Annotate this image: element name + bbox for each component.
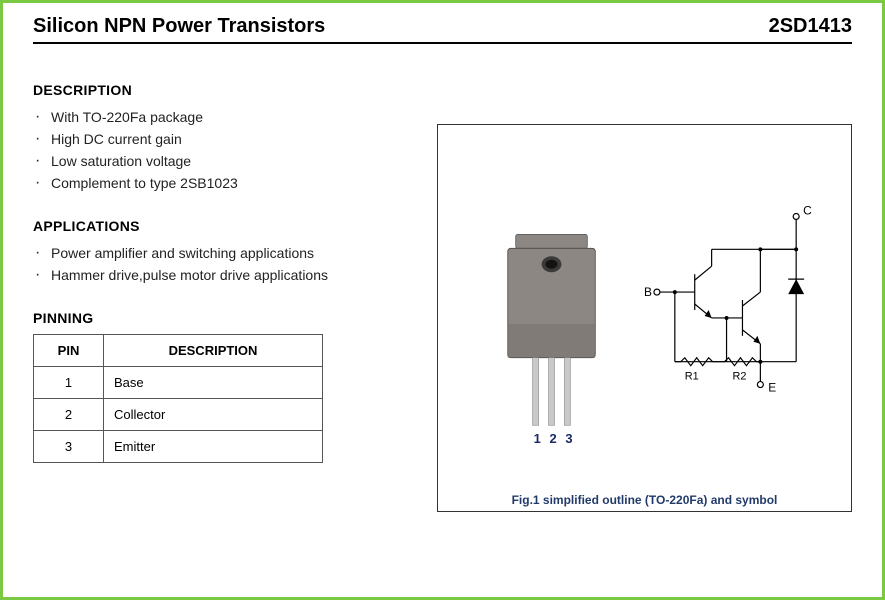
pin-label-3: 3 xyxy=(565,431,572,446)
header-row: Silicon NPN Power Transistors 2SD1413 xyxy=(33,15,852,38)
applications-item: Power amplifier and switching applicatio… xyxy=(33,242,433,264)
figure-svg: 1 2 3 C B xyxy=(438,125,851,489)
description-item: With TO-220Fa package xyxy=(33,106,433,128)
table-header-row: PIN DESCRIPTION xyxy=(34,335,323,367)
package-outline-icon: 1 2 3 xyxy=(508,234,596,446)
pin-label-2: 2 xyxy=(550,431,557,446)
page-title-left: Silicon NPN Power Transistors xyxy=(33,15,325,38)
description-heading: DESCRIPTION xyxy=(33,82,433,98)
terminal-e-label: E xyxy=(768,381,776,395)
applications-item: Hammer drive,pulse motor drive applicati… xyxy=(33,264,433,286)
cell-desc: Base xyxy=(104,367,323,399)
terminal-c-label: C xyxy=(803,204,812,218)
description-item: Complement to type 2SB1023 xyxy=(33,172,433,194)
table-row: 2 Collector xyxy=(34,399,323,431)
pin-label-1: 1 xyxy=(534,431,541,446)
pinning-table: PIN DESCRIPTION 1 Base 2 Collector 3 xyxy=(33,334,323,463)
description-list: With TO-220Fa package High DC current ga… xyxy=(33,106,433,194)
figure-box: 1 2 3 C B xyxy=(437,124,852,512)
datasheet-frame: Silicon NPN Power Transistors 2SD1413 DE… xyxy=(0,0,885,600)
cell-desc: Collector xyxy=(104,399,323,431)
description-item: High DC current gain xyxy=(33,128,433,150)
cell-desc: Emitter xyxy=(104,431,323,463)
table-row: 3 Emitter xyxy=(34,431,323,463)
applications-heading: APPLICATIONS xyxy=(33,218,433,234)
page-title-right: 2SD1413 xyxy=(769,15,852,38)
resistor-r2-label: R2 xyxy=(733,371,747,383)
cell-pin: 3 xyxy=(34,431,104,463)
pinning-heading: PINNING xyxy=(33,310,433,326)
schematic-symbol-icon: C B xyxy=(644,204,812,395)
col-description: DESCRIPTION xyxy=(104,335,323,367)
col-pin: PIN xyxy=(34,335,104,367)
header-rule xyxy=(33,42,852,44)
cell-pin: 2 xyxy=(34,399,104,431)
cell-pin: 1 xyxy=(34,367,104,399)
resistor-r1-label: R1 xyxy=(685,371,699,383)
description-item: Low saturation voltage xyxy=(33,150,433,172)
terminal-b-label: B xyxy=(644,285,652,299)
figure-caption: Fig.1 simplified outline (TO-220Fa) and … xyxy=(438,493,851,507)
left-column: DESCRIPTION With TO-220Fa package High D… xyxy=(33,82,433,463)
applications-list: Power amplifier and switching applicatio… xyxy=(33,242,433,286)
content-area: DESCRIPTION With TO-220Fa package High D… xyxy=(33,82,852,463)
table-row: 1 Base xyxy=(34,367,323,399)
